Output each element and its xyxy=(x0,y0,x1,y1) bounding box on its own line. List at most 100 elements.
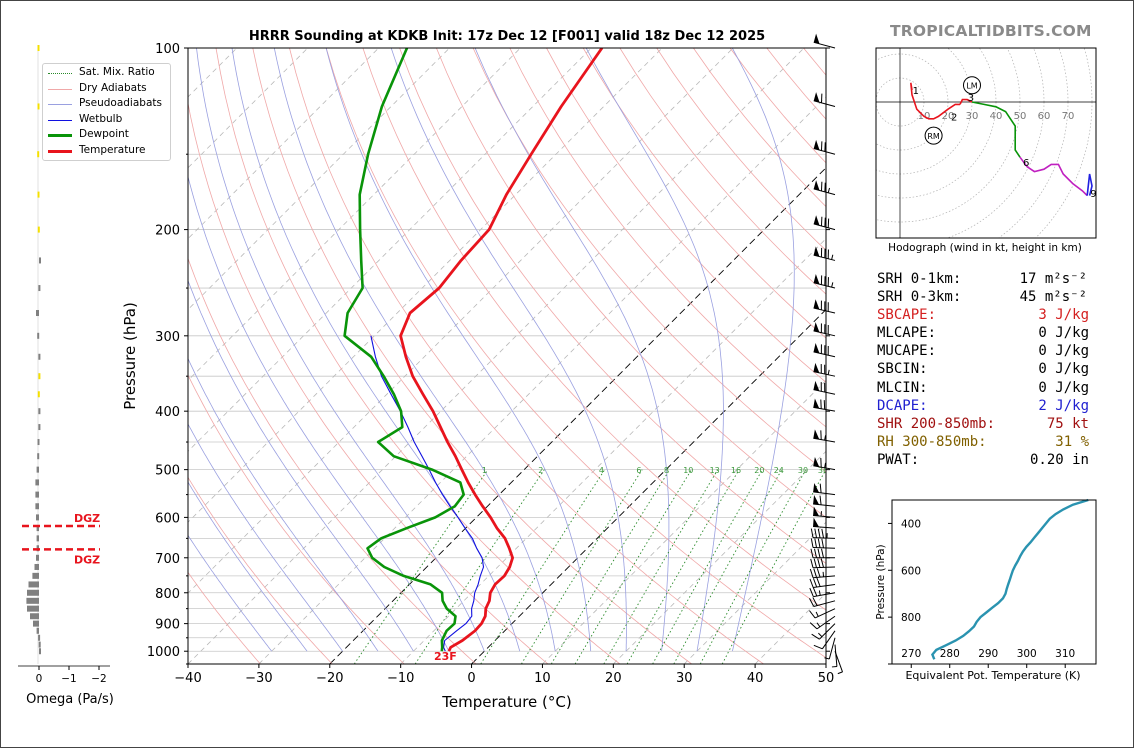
pseudoadiabat xyxy=(188,423,343,652)
wind-barb-flag xyxy=(813,343,820,354)
wind-barb xyxy=(810,558,836,569)
pseudoadiabat xyxy=(188,357,379,652)
isotherm-line xyxy=(188,48,592,452)
wind-barb-feather xyxy=(809,568,814,578)
y-tick-label: 400 xyxy=(155,405,180,420)
dry-adiabat xyxy=(399,48,826,564)
surface-temp-label: 23F xyxy=(434,650,457,663)
wind-barb-feather xyxy=(817,548,821,558)
wind-barb-half xyxy=(831,254,834,260)
wind-barb-feather xyxy=(810,548,814,558)
pseudoadiabat xyxy=(188,175,450,652)
wind-barb-flag xyxy=(813,494,820,505)
wind-barb-feather xyxy=(810,558,814,568)
stat-value: 0.20 in xyxy=(1029,451,1089,468)
wind-barb-flag xyxy=(813,398,820,409)
isotherm-line xyxy=(188,48,805,664)
stat-value: 45 m²s⁻² xyxy=(1019,289,1087,306)
mixing-ratio-line xyxy=(652,469,763,664)
wind-barb-half xyxy=(837,671,843,675)
pseudoadiabat xyxy=(231,48,521,652)
wind-barb-feather xyxy=(812,597,818,606)
stat-label: SBCIN: xyxy=(877,361,928,378)
wind-barb xyxy=(813,517,836,529)
wind-barb-shaft xyxy=(819,623,836,640)
wind-barb xyxy=(813,456,836,471)
wind-barb xyxy=(810,528,836,539)
mixing-ratio-label: 10 xyxy=(683,466,693,475)
wind-barb xyxy=(813,630,836,650)
wind-barb-half xyxy=(815,611,819,617)
x-axis-label: Temperature (°C) xyxy=(441,693,571,711)
wind-barb-flag xyxy=(813,429,820,440)
pseudoadiabat xyxy=(325,48,592,652)
dry-adiabat xyxy=(472,48,826,473)
wind-barb xyxy=(813,429,836,443)
isotherm-line xyxy=(542,379,826,664)
dry-adiabat xyxy=(325,48,826,659)
wind-barb-feather xyxy=(817,528,821,538)
wind-barb-flag xyxy=(813,246,820,257)
mixing-ratio-label: 30 xyxy=(798,466,808,475)
wind-barb-flag xyxy=(813,273,820,285)
wind-barb-shaft xyxy=(813,592,836,598)
wind-barb xyxy=(813,299,836,314)
mixing-ratio-line xyxy=(699,469,807,664)
wind-barb xyxy=(810,538,836,549)
dry-adiabat xyxy=(252,48,692,664)
y-tick-label: 100 xyxy=(155,42,180,57)
stat-value: 75 kt xyxy=(1046,415,1089,432)
isotherm-line xyxy=(683,521,826,664)
mixing-ratio-label: 6 xyxy=(636,466,641,475)
wind-barb xyxy=(809,608,836,619)
y-tick-label: 900 xyxy=(155,618,180,633)
wind-barb-shaft xyxy=(834,644,838,667)
wind-barb-feather xyxy=(821,528,824,539)
pseudoadiabat xyxy=(188,481,308,652)
wind-barb-shaft xyxy=(812,566,836,569)
wind-barb-feather xyxy=(809,578,814,588)
x-tick-label: −30 xyxy=(245,671,272,686)
wind-barb xyxy=(813,380,836,395)
wind-barb-feather xyxy=(816,577,821,587)
x-tick-label: 50 xyxy=(818,671,835,686)
x-tick-label: 20 xyxy=(605,671,622,686)
wind-barb-feather xyxy=(809,610,816,619)
wind-barb-flag xyxy=(813,362,820,373)
y-tick-label: 200 xyxy=(155,224,180,239)
stat-value: 0 J/kg xyxy=(1038,361,1089,378)
dry-adiabat xyxy=(436,48,826,518)
dry-adiabat xyxy=(546,48,826,383)
mixing-ratio-line xyxy=(353,469,489,664)
wind-barb-shaft xyxy=(812,537,836,539)
wind-barb-flag xyxy=(813,322,820,333)
wind-barb-feather xyxy=(819,483,822,493)
wind-barb-feather xyxy=(811,633,820,640)
wind-barb-feather xyxy=(814,548,817,558)
mixing-ratio-label: 13 xyxy=(710,466,720,475)
dry-adiabat xyxy=(215,48,621,664)
wind-barb-half xyxy=(827,187,831,193)
wind-barb-flag xyxy=(813,33,820,44)
mixing-ratio-line xyxy=(550,469,671,664)
wind-barb xyxy=(813,92,836,107)
wind-barb-feather xyxy=(809,622,818,630)
stat-value: 17 m²s⁻² xyxy=(1019,271,1087,287)
pseudoadiabat xyxy=(585,48,724,652)
wind-barb-feather xyxy=(821,538,824,548)
wind-barb xyxy=(824,637,836,660)
stat-value: 0 J/kg xyxy=(1038,343,1089,360)
wind-barb-shaft xyxy=(813,583,836,588)
stat-label: SHR 200-850mb: xyxy=(877,415,996,432)
dry-adiabat xyxy=(188,571,261,664)
wind-barb-feather xyxy=(813,558,817,568)
dewpoint-line xyxy=(343,48,465,652)
dry-adiabat xyxy=(582,48,826,339)
wind-barb xyxy=(809,615,836,630)
mixing-ratio-line xyxy=(721,469,826,664)
dry-adiabat xyxy=(362,48,826,611)
wind-barb xyxy=(809,587,836,598)
y-tick-label: 800 xyxy=(155,587,180,602)
wind-barb-flag xyxy=(813,299,820,310)
wind-barb-flag xyxy=(813,92,820,103)
